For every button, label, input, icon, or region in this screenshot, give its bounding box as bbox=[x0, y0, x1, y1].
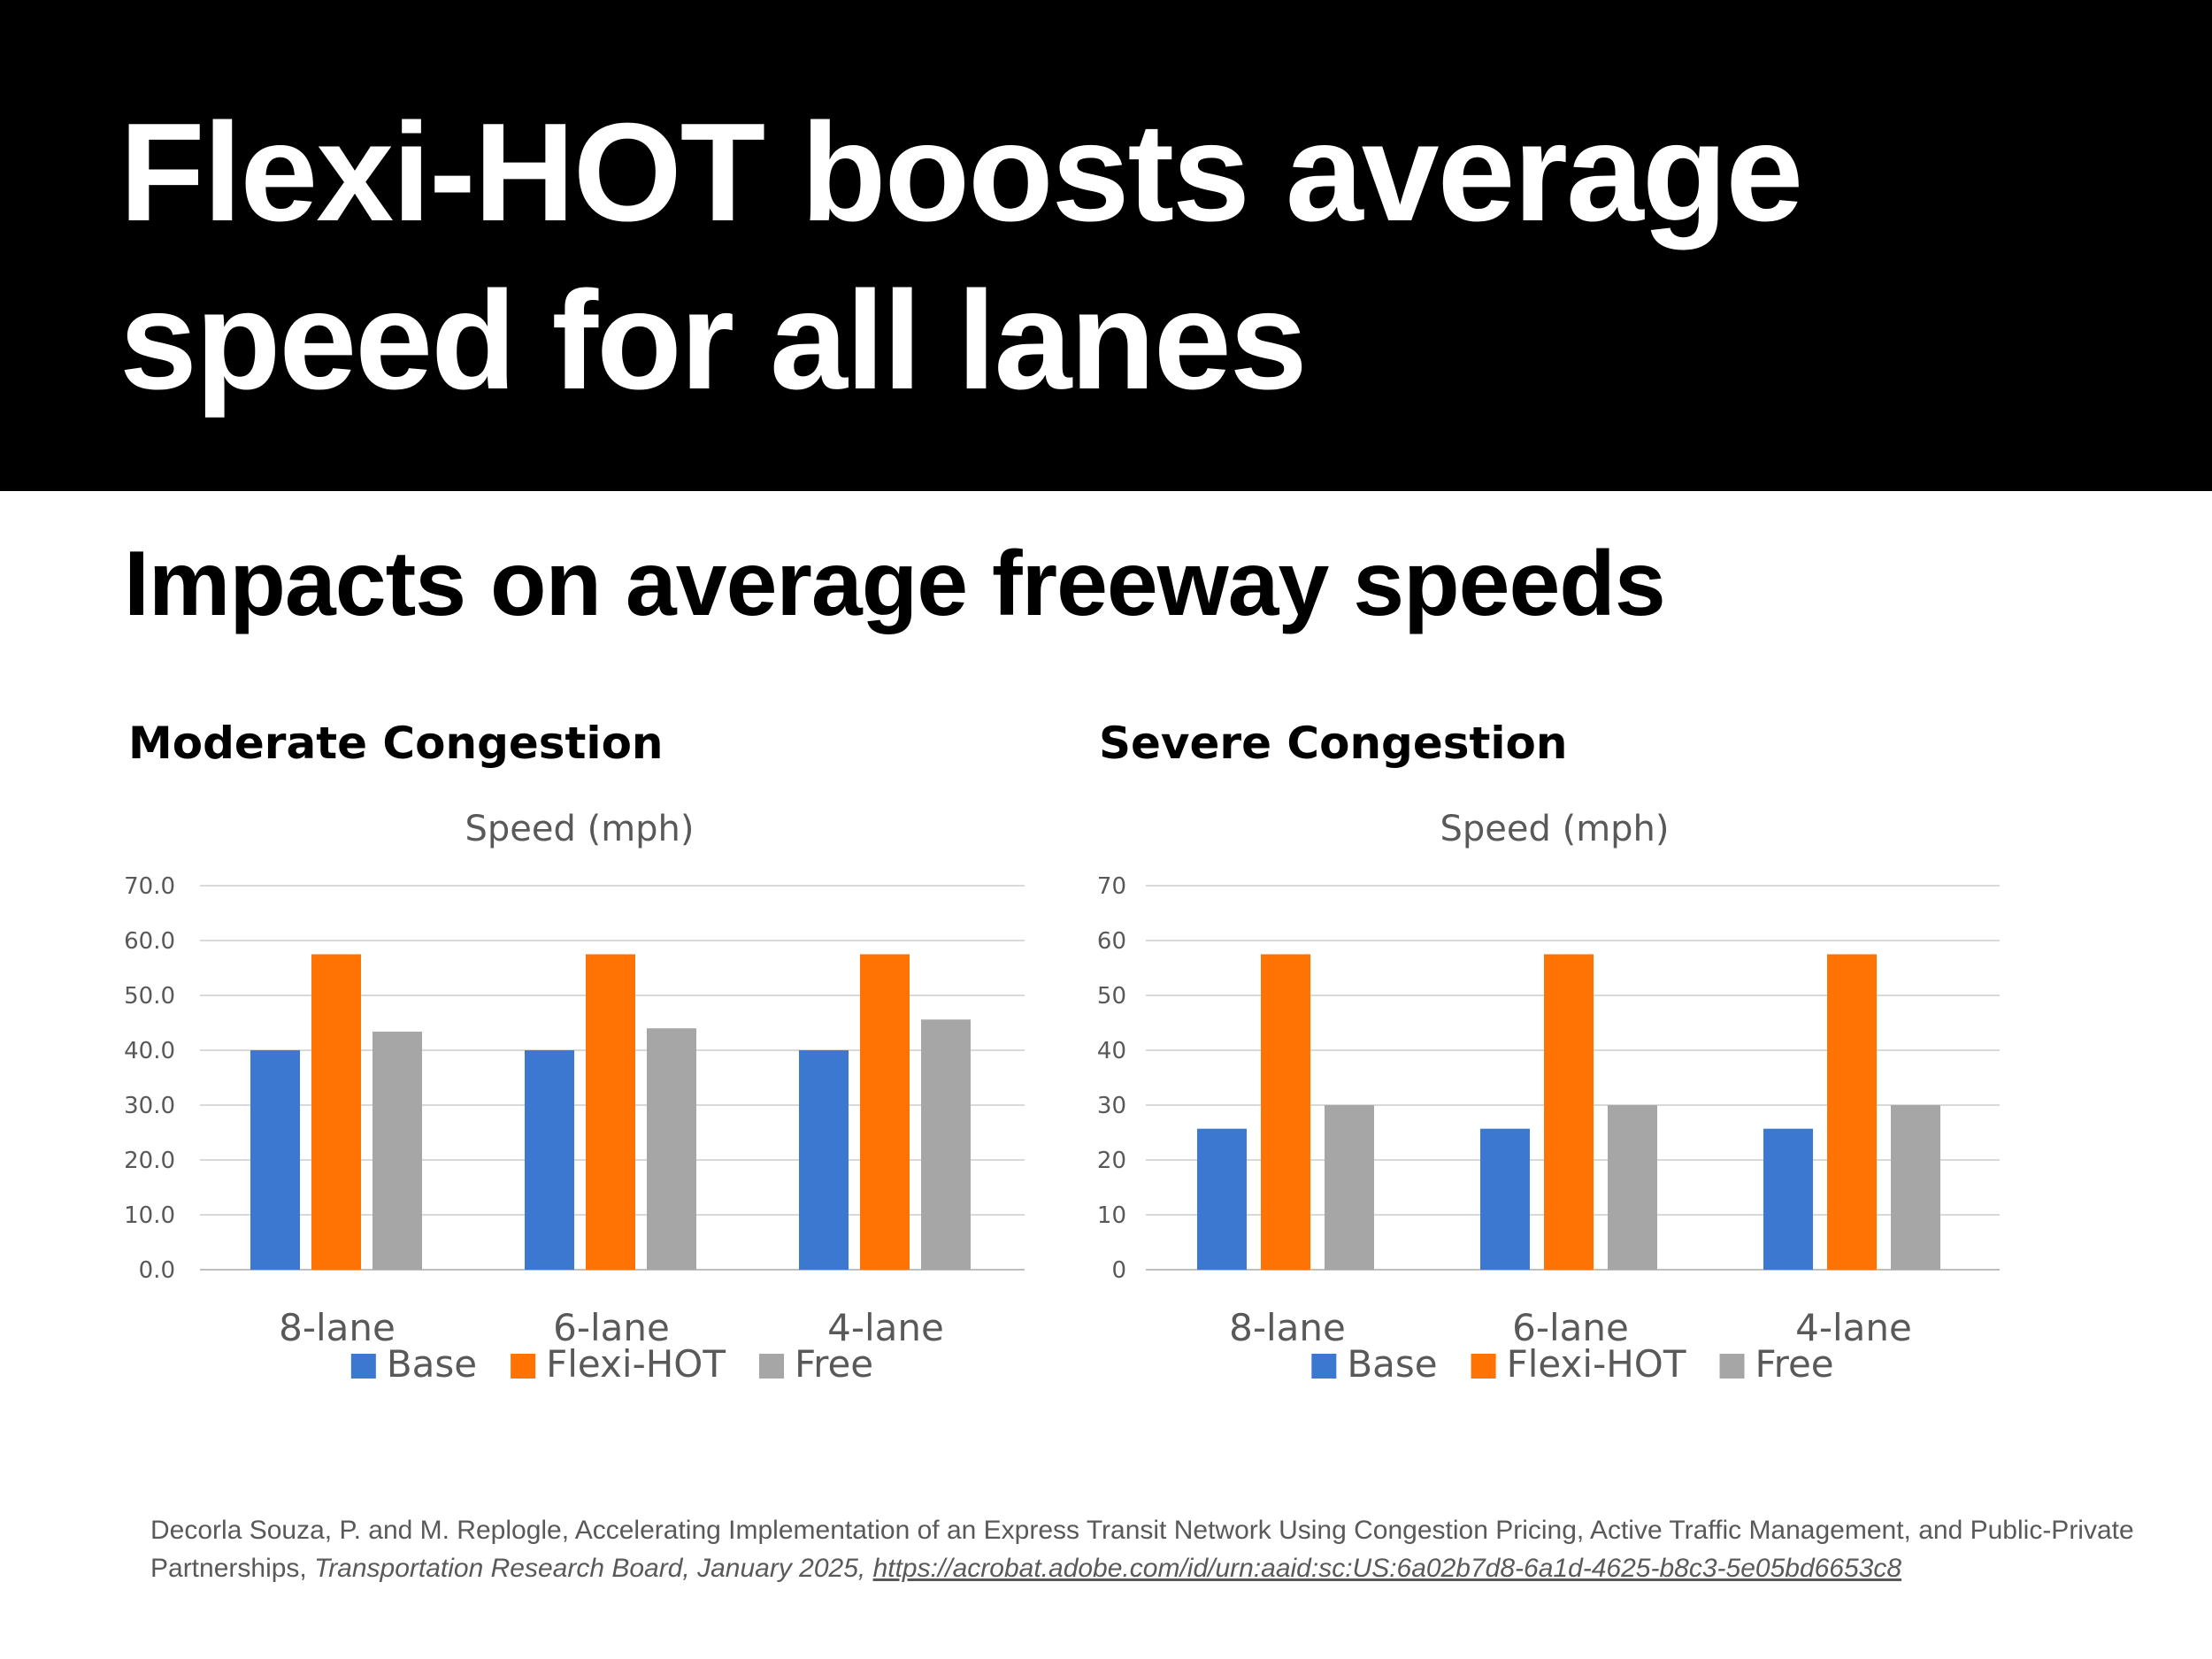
legend-label-base: Base bbox=[1347, 1342, 1437, 1386]
y-tick-label: 50 bbox=[1097, 983, 1126, 1010]
citation: Decorla Souza, P. and M. Replogle, Accel… bbox=[150, 1511, 2168, 1587]
legend: Base Flexi-HOT Free bbox=[350, 1342, 873, 1386]
bar-free-6-lane bbox=[1608, 1105, 1657, 1270]
severe-congestion-chart-svg: Speed (mph) 0 10 20 30 40 50 60 70 8-lane 6-lane 4-… bbox=[1097, 809, 2000, 1386]
bar-flexi-hot-6-lane bbox=[1544, 954, 1594, 1270]
y-tick-label: 70.0 bbox=[124, 873, 175, 900]
y-tick-label: 0.0 bbox=[139, 1257, 175, 1284]
y-tick-label: 40 bbox=[1097, 1038, 1126, 1064]
y-tick-label: 20.0 bbox=[124, 1148, 175, 1174]
chart-title: Speed (mph) bbox=[1440, 809, 1669, 849]
x-tick-label: 4-lane bbox=[827, 1306, 944, 1349]
chart-title: Speed (mph) bbox=[465, 809, 694, 849]
severe-congestion-chart: Speed (mph) 0 10 20 30 40 50 60 70 8-lane 6-lane 4-… bbox=[1062, 796, 2062, 1433]
y-tick-label: 10.0 bbox=[124, 1202, 175, 1229]
legend-label-flexi-hot: Flexi-HOT bbox=[546, 1342, 726, 1386]
citation-venue: Transportation Research Board, January 2… bbox=[314, 1554, 873, 1583]
bar-free-6-lane bbox=[647, 1028, 696, 1270]
legend-label-free: Free bbox=[795, 1342, 873, 1386]
bar-flexi-hot-4-lane bbox=[1827, 954, 1877, 1270]
moderate-congestion-chart-svg: Speed (mph) 0.0 10.0 20.0 30.0 40.0 50.0 60.0 70… bbox=[124, 809, 1025, 1386]
y-tick-label: 30.0 bbox=[124, 1093, 175, 1119]
legend-swatch-flexi-hot bbox=[1471, 1354, 1496, 1379]
bar-flexi-hot-8-lane bbox=[1261, 954, 1310, 1270]
citation-authors: Decorla Souza, P. and M. Replogle, Accel… bbox=[150, 1516, 2134, 1583]
y-tick-label: 20 bbox=[1097, 1148, 1126, 1174]
legend: Base Flexi-HOT Free bbox=[1311, 1342, 1834, 1386]
y-tick-label: 60 bbox=[1097, 928, 1126, 955]
bar-flexi-hot-6-lane bbox=[586, 954, 635, 1270]
y-tick-label: 10 bbox=[1097, 1202, 1126, 1229]
y-tick-label: 40.0 bbox=[124, 1038, 175, 1064]
bar-base-8-lane bbox=[250, 1050, 300, 1270]
bar-base-6-lane bbox=[525, 1050, 574, 1270]
citation-link[interactable]: https://acrobat.adobe.com/id/urn:aaid:sc… bbox=[872, 1554, 1902, 1583]
bar-base-6-lane bbox=[1480, 1128, 1530, 1270]
y-tick-label: 30 bbox=[1097, 1093, 1126, 1119]
y-tick-label: 50.0 bbox=[124, 983, 175, 1010]
slide-title: Flexi-HOT boosts average speed for all l… bbox=[119, 95, 1803, 419]
slide-subtitle: Impacts on average freeway speeds bbox=[124, 533, 1666, 635]
y-tick-label: 0 bbox=[1111, 1257, 1126, 1284]
bar-flexi-hot-4-lane bbox=[860, 954, 910, 1270]
bar-base-4-lane bbox=[799, 1050, 849, 1270]
bar-free-4-lane bbox=[921, 1019, 971, 1270]
bar-free-8-lane bbox=[1325, 1105, 1374, 1270]
y-tick-label: 60.0 bbox=[124, 928, 175, 955]
legend-swatch-free bbox=[759, 1354, 785, 1379]
panel-title-moderate: Moderate Congestion bbox=[128, 718, 664, 769]
x-tick-label: 8-lane bbox=[1229, 1306, 1346, 1349]
legend-swatch-base bbox=[350, 1354, 376, 1379]
legend-swatch-free bbox=[1719, 1354, 1745, 1379]
legend-label-flexi-hot: Flexi-HOT bbox=[1507, 1342, 1686, 1386]
legend-label-base: Base bbox=[387, 1342, 477, 1386]
x-tick-label: 8-lane bbox=[279, 1306, 396, 1349]
bar-base-8-lane bbox=[1197, 1128, 1247, 1270]
bar-free-4-lane bbox=[1891, 1105, 1940, 1270]
title-banner: Flexi-HOT boosts average speed for all l… bbox=[0, 0, 2212, 491]
x-tick-label: 6-lane bbox=[553, 1306, 670, 1349]
legend-swatch-base bbox=[1311, 1354, 1337, 1379]
bar-flexi-hot-8-lane bbox=[311, 954, 361, 1270]
bar-base-4-lane bbox=[1763, 1128, 1813, 1270]
moderate-congestion-chart: Speed (mph) 0.0 10.0 20.0 30.0 40.0 50.0 60.0 70… bbox=[88, 796, 1088, 1433]
legend-label-free: Free bbox=[1755, 1342, 1834, 1386]
panel-title-severe: Severe Congestion bbox=[1099, 718, 1568, 769]
x-tick-label: 4-lane bbox=[1795, 1306, 1912, 1349]
bar-free-8-lane bbox=[373, 1031, 422, 1270]
x-tick-label: 6-lane bbox=[1512, 1306, 1629, 1349]
legend-swatch-flexi-hot bbox=[511, 1354, 536, 1379]
y-tick-label: 70 bbox=[1097, 873, 1126, 900]
